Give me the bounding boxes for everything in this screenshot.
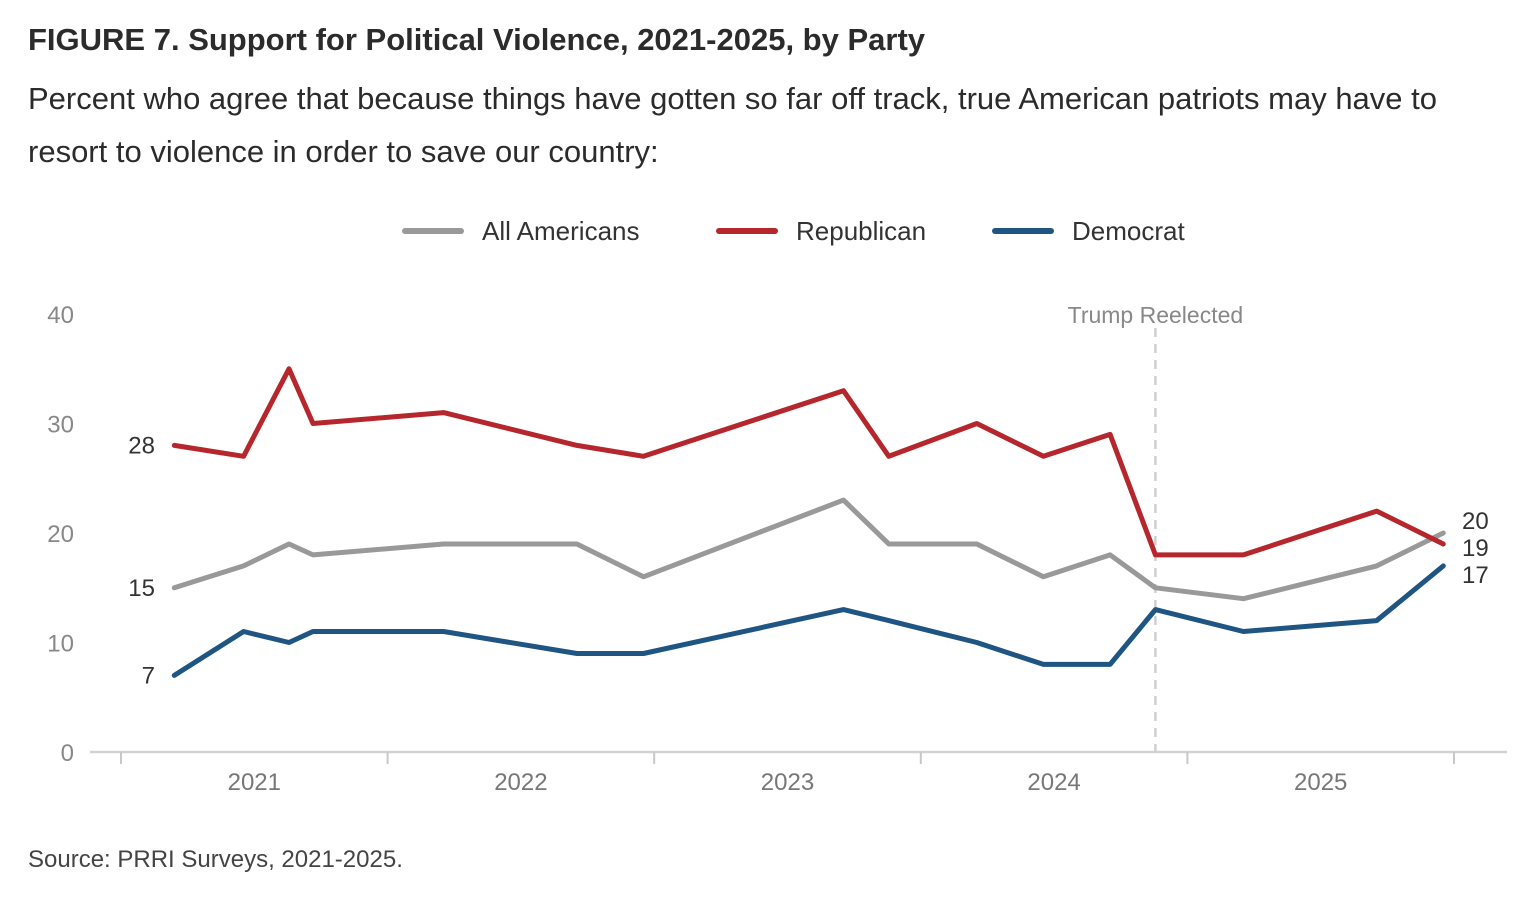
x-tick-label-2021: 2021	[228, 769, 281, 796]
start-label-republican: 28	[128, 432, 155, 459]
start-label-democrat: 7	[142, 662, 155, 689]
chart-legend: All Americans Republican Democrat	[0, 213, 1536, 249]
chart-subtitle: Percent who agree that because things ha…	[28, 81, 1438, 169]
legend-item-republican[interactable]: Republican	[716, 213, 926, 249]
end-label-all-americans: 20	[1462, 508, 1489, 535]
legend-item-democrat[interactable]: Democrat	[992, 213, 1185, 249]
legend-swatch-democrat	[992, 228, 1054, 234]
x-tick-label-2025: 2025	[1294, 769, 1347, 796]
x-tick-label-2024: 2024	[1027, 769, 1080, 796]
legend-swatch-all-americans	[402, 228, 464, 234]
source-note: Source: PRRI Surveys, 2021-2025.	[28, 846, 403, 873]
end-label-republican: 19	[1462, 535, 1489, 562]
y-tick-label-20: 20	[47, 521, 74, 548]
y-tick-label-0: 0	[61, 740, 74, 767]
chart-title: FIGURE 7. Support for Political Violence…	[28, 22, 926, 57]
start-label-all-americans: 15	[128, 575, 155, 602]
series-line-all-americans	[171, 497, 1446, 602]
y-tick-label-40: 40	[47, 302, 74, 329]
legend-label-democrat: Democrat	[1072, 215, 1185, 246]
x-tick-label-2023: 2023	[761, 769, 814, 796]
legend-label-republican: Republican	[796, 215, 927, 246]
annotation-reelection-label: Trump Reelected	[1068, 302, 1244, 328]
legend-swatch-republican	[716, 228, 778, 234]
legend-label-all-americans: All Americans	[482, 215, 640, 246]
series-line-republican	[171, 366, 1446, 558]
end-label-democrat: 17	[1462, 562, 1489, 589]
y-tick-label-30: 30	[47, 412, 74, 439]
series-line-democrat	[171, 563, 1446, 678]
y-tick-label-10: 10	[47, 631, 74, 658]
legend-item-all-americans[interactable]: All Americans	[402, 213, 640, 249]
x-tick-label-2022: 2022	[494, 769, 547, 796]
